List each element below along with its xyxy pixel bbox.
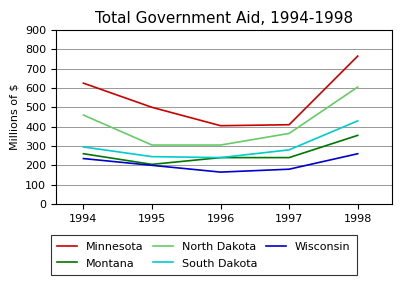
Legend: Minnesota, Montana, North Dakota, South Dakota, Wisconsin: Minnesota, Montana, North Dakota, South … — [51, 235, 357, 275]
Title: Total Government Aid, 1994-1998: Total Government Aid, 1994-1998 — [95, 11, 353, 26]
Y-axis label: Millions of $: Millions of $ — [10, 84, 20, 150]
